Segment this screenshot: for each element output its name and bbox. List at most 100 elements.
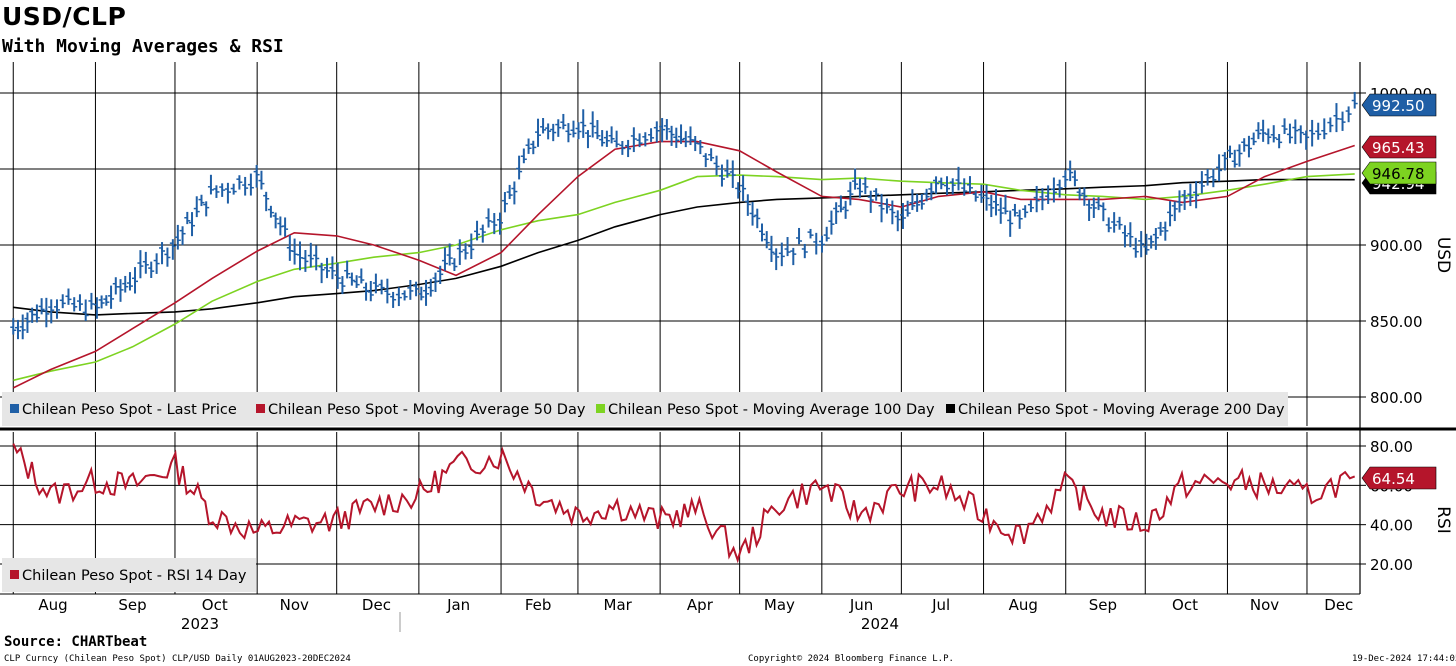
- price-bar: [242, 176, 249, 196]
- price-legend-box: [2, 392, 1288, 426]
- legend-label: Chilean Peso Spot - RSI 14 Day: [22, 568, 247, 584]
- legend-label: Chilean Peso Spot - Moving Average 200 D…: [958, 402, 1285, 418]
- price-bar: [159, 242, 166, 265]
- price-bar: [889, 200, 896, 225]
- price-bar: [1327, 117, 1334, 133]
- tag-rsi-text: 64.54: [1372, 470, 1415, 488]
- price-bar: [427, 278, 434, 297]
- price-bar: [1281, 118, 1288, 135]
- price-bar: [918, 193, 925, 210]
- x-tick-label: Nov: [1250, 596, 1279, 614]
- price-bar: [763, 231, 770, 249]
- tag-ma100-shape: [1361, 161, 1437, 185]
- price-bar: [1095, 197, 1102, 211]
- price-bar: [678, 124, 685, 144]
- price-bar: [390, 291, 397, 308]
- price-bar: [348, 272, 355, 286]
- price-bar: [98, 295, 105, 309]
- price-bar: [1033, 185, 1040, 213]
- price-bar: [1297, 125, 1304, 144]
- price-bar: [1056, 179, 1063, 198]
- price-bar: [1002, 194, 1009, 215]
- price-bar: [878, 193, 885, 223]
- price-bar: [384, 278, 391, 304]
- price-bar: [550, 123, 557, 142]
- price-bar: [1132, 237, 1139, 258]
- tag-last-price: 992.50: [1361, 93, 1437, 117]
- x-tick-label: May: [764, 596, 795, 614]
- price-bar: [744, 194, 751, 216]
- price-bar: [1007, 210, 1014, 237]
- price-tick-label: 800.00: [1370, 389, 1423, 407]
- legend-swatch: [946, 404, 955, 413]
- legend-swatch: [596, 404, 605, 413]
- price-bar: [625, 139, 632, 158]
- price-bar: [1339, 111, 1346, 131]
- price-bar: [1250, 132, 1257, 146]
- price-bar: [833, 202, 840, 224]
- price-bar: [823, 226, 830, 242]
- price-bar: [1011, 203, 1018, 217]
- price-bar: [203, 201, 210, 217]
- price-bar: [1105, 217, 1112, 233]
- price-bar: [1303, 130, 1310, 150]
- footer-security-info: CLP Curncy (Chilean Peso Spot) CLP/USD D…: [4, 654, 351, 664]
- price-bar: [636, 133, 643, 148]
- price-bar: [842, 200, 849, 219]
- price-bar: [575, 122, 582, 140]
- x-tick-label: Jul: [931, 596, 950, 614]
- year-label-2024: 2024: [861, 615, 899, 633]
- price-bar: [603, 130, 610, 147]
- price-bar: [862, 177, 869, 195]
- price-bar: [1100, 202, 1107, 222]
- price-bar: [790, 247, 797, 266]
- price-bar: [1138, 231, 1145, 258]
- price-bar: [1255, 122, 1262, 140]
- price-bar: [1265, 128, 1272, 145]
- x-tick-label: Aug: [1009, 596, 1038, 614]
- price-bar: [796, 227, 803, 245]
- price-bar: [619, 141, 626, 155]
- price-bar: [24, 312, 31, 333]
- footer-copyright: Copyright© 2024 Bloomberg Finance L.P.: [748, 654, 954, 664]
- price-bar: [1081, 187, 1088, 206]
- price-bar: [14, 319, 21, 340]
- price-bar: [818, 235, 825, 253]
- price-bar: [1076, 187, 1083, 201]
- price-bar: [117, 279, 124, 302]
- x-tick-label: Sep: [1089, 596, 1117, 614]
- x-tick-label: Jun: [849, 596, 873, 614]
- price-bar: [961, 178, 968, 196]
- price-bar: [972, 190, 979, 202]
- series-line-rsi: [12, 443, 1356, 564]
- price-bar: [491, 213, 498, 235]
- price-bar: [76, 294, 83, 311]
- rsi-legend-box: [2, 558, 256, 592]
- rsi-tick-label: 20.00: [1370, 556, 1413, 574]
- price-bar: [224, 182, 231, 204]
- price-bar: [1016, 209, 1023, 229]
- price-bar: [904, 200, 911, 217]
- price-bar: [423, 279, 430, 306]
- price-bar: [837, 195, 844, 213]
- price-bar: [297, 241, 304, 271]
- price-bar: [1333, 103, 1340, 133]
- legend-swatch: [10, 404, 19, 413]
- price-bar: [584, 130, 591, 149]
- series-line-ma200: [13, 178, 1355, 316]
- price-bar: [511, 181, 518, 205]
- price-bar: [565, 123, 572, 143]
- panel-separators: [0, 62, 1456, 632]
- price-bar: [1157, 221, 1164, 236]
- price-bar: [867, 190, 874, 213]
- price-bar: [594, 120, 601, 140]
- price-bar: [48, 299, 55, 324]
- price-bar: [653, 121, 660, 143]
- price-bar: [754, 208, 761, 229]
- price-bar: [1039, 188, 1046, 211]
- tag-ma50-text: 965.43: [1372, 139, 1425, 157]
- price-bar: [307, 242, 314, 268]
- price-bar: [441, 247, 448, 271]
- legend-label: Chilean Peso Spot - Last Price: [22, 402, 237, 418]
